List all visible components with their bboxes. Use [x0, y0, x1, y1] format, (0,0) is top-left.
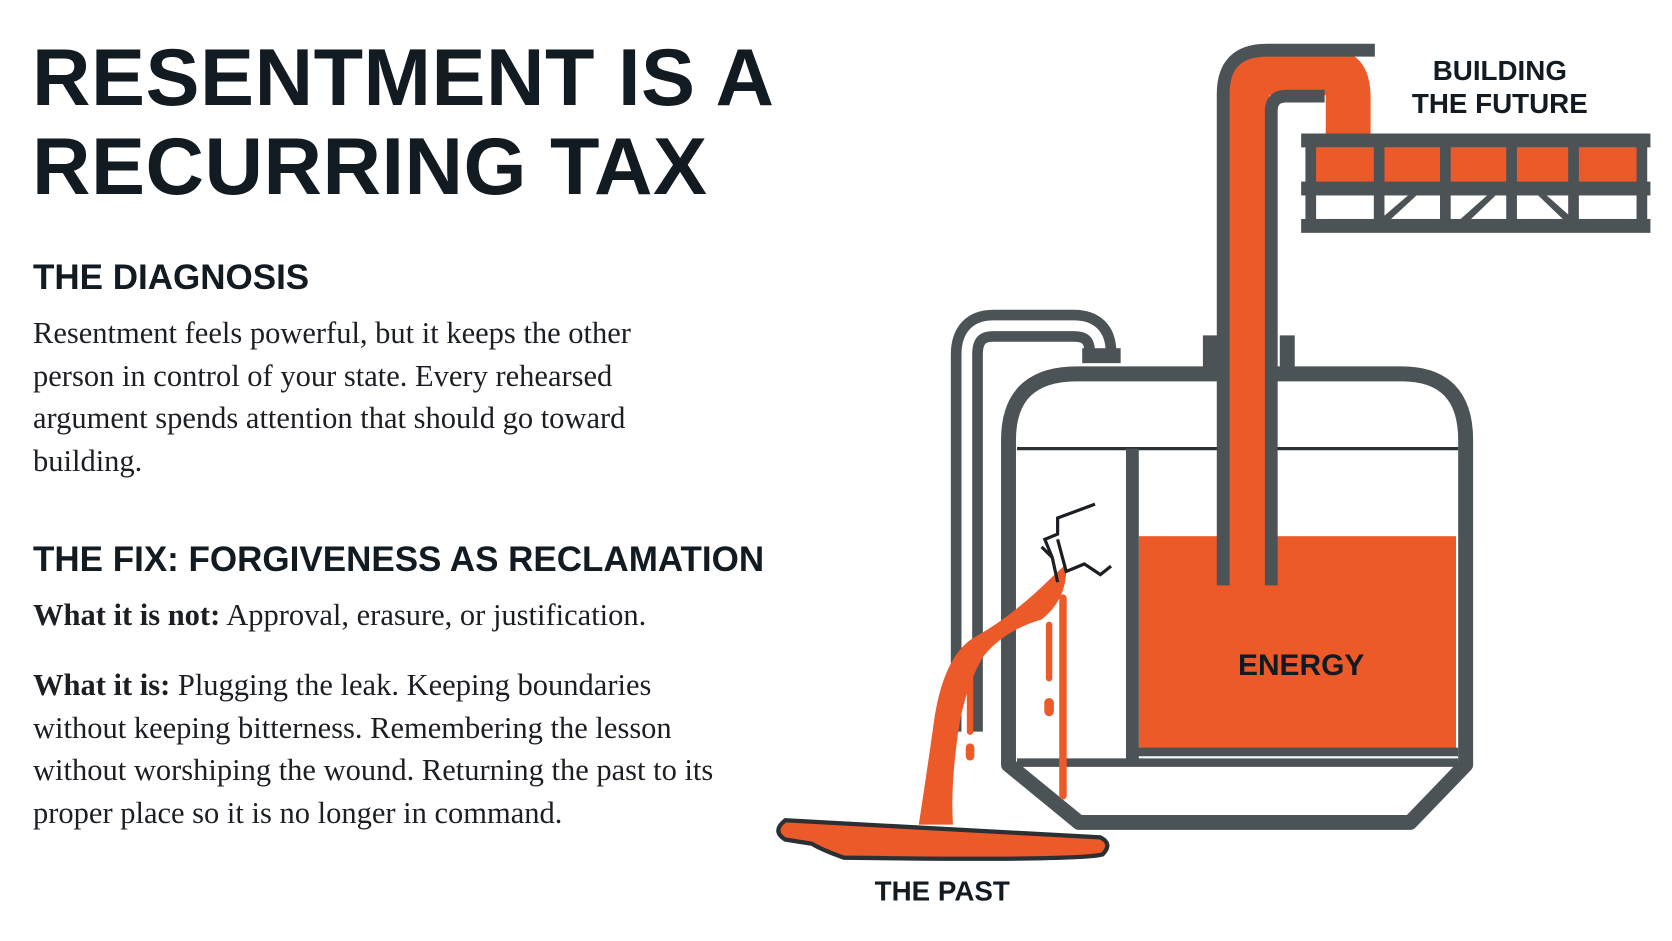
label-the-past: THE PAST [875, 875, 1010, 906]
energy-flow [1224, 50, 1371, 586]
pipe-cap [1082, 348, 1121, 364]
label-the-future: THE FUTURE [1412, 88, 1588, 119]
tank-outline [1001, 366, 1474, 830]
energy-fill [1138, 536, 1457, 750]
label-building: BUILDING [1433, 55, 1567, 86]
fix-not-body: Approval, erasure, or justification. [220, 598, 647, 632]
page-title: RESENTMENT IS A RECURRING TAX [32, 34, 775, 212]
fix-not-text: What it is not: Approval, erasure, or ju… [33, 594, 753, 637]
main-pipe-inner [1264, 89, 1325, 586]
title-line-2: RECURRING TAX [32, 122, 708, 212]
future-platform [1301, 133, 1651, 233]
main-pipe-outer [1216, 43, 1375, 586]
leak-stream [918, 563, 1067, 825]
title-line-1: RESENTMENT IS A [32, 33, 775, 123]
label-energy: ENERGY [1238, 649, 1364, 682]
fix-heading: THE FIX: FORGIVENESS AS RECLAMATION [33, 540, 765, 579]
diagnosis-text: Resentment feels powerful, but it keeps … [33, 316, 631, 478]
fix-is-label: What it is: [33, 668, 171, 702]
crack-icon [1040, 502, 1113, 583]
puddle [776, 818, 1110, 861]
fix-is-body: Plugging the leak. Keeping boundaries wi… [33, 668, 714, 830]
fix-not-label: What it is not: [33, 598, 221, 632]
diagnosis-heading: THE DIAGNOSIS [33, 258, 310, 297]
fix-is-text: What it is: Plugging the leak. Keeping b… [33, 664, 733, 834]
